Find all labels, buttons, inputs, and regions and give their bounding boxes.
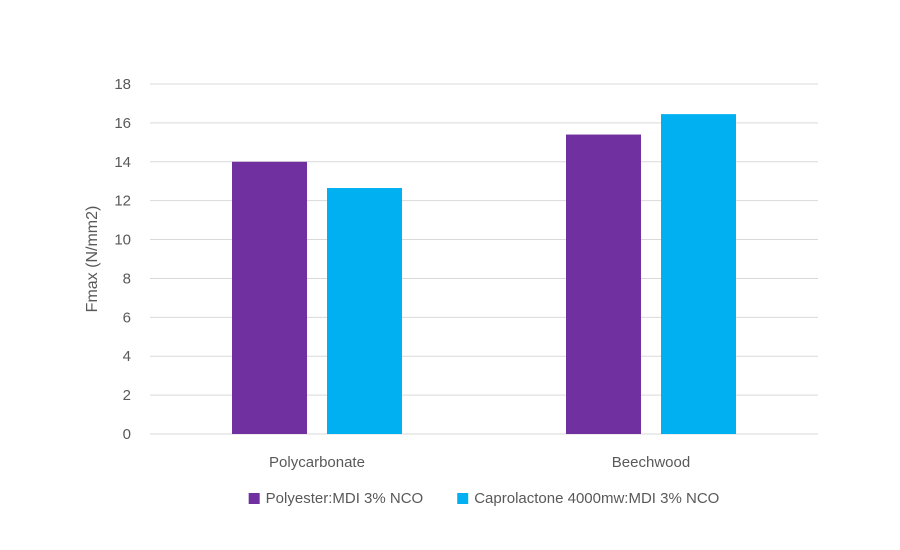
bar-polyester-beechwood — [566, 134, 641, 435]
y-tick-label: 16 — [114, 115, 131, 132]
legend-label: Caprolactone 4000mw:MDI 3% NCO — [474, 490, 719, 507]
y-tick-label: 12 — [114, 193, 131, 210]
y-tick-label: 18 — [114, 76, 131, 93]
y-tick-label: 8 — [123, 270, 131, 287]
y-tick-label: 2 — [123, 387, 131, 404]
y-tick-label: 4 — [123, 348, 131, 365]
bar-polyester-polycarbonate — [232, 161, 307, 434]
y-tick-label: 6 — [123, 309, 131, 326]
legend-swatch — [248, 493, 260, 504]
bar-caprolactone-polycarbonate — [327, 188, 402, 434]
legend-item: Caprolactone 4000mw:MDI 3% NCO — [457, 490, 719, 507]
legend-item: Polyester:MDI 3% NCO — [248, 490, 424, 507]
bars — [232, 114, 736, 435]
x-axis-categories: Polycarbonate Beechwood — [269, 454, 690, 471]
y-tick-label: 14 — [114, 154, 131, 171]
y-axis-title: Fmax (N/mm2) — [84, 206, 101, 313]
y-tick-label: 0 — [123, 426, 131, 443]
bar-caprolactone-beechwood — [661, 114, 736, 434]
y-axis-ticks: 0 2 4 6 8 10 12 14 16 18 — [114, 76, 131, 443]
x-category-label: Polycarbonate — [269, 454, 365, 471]
x-category-label: Beechwood — [612, 454, 690, 471]
y-tick-label: 10 — [114, 232, 131, 249]
legend-swatch — [457, 493, 469, 504]
legend: Polyester:MDI 3% NCO Caprolactone 4000mw:… — [248, 490, 719, 507]
legend-label: Polyester:MDI 3% NCO — [266, 490, 424, 507]
